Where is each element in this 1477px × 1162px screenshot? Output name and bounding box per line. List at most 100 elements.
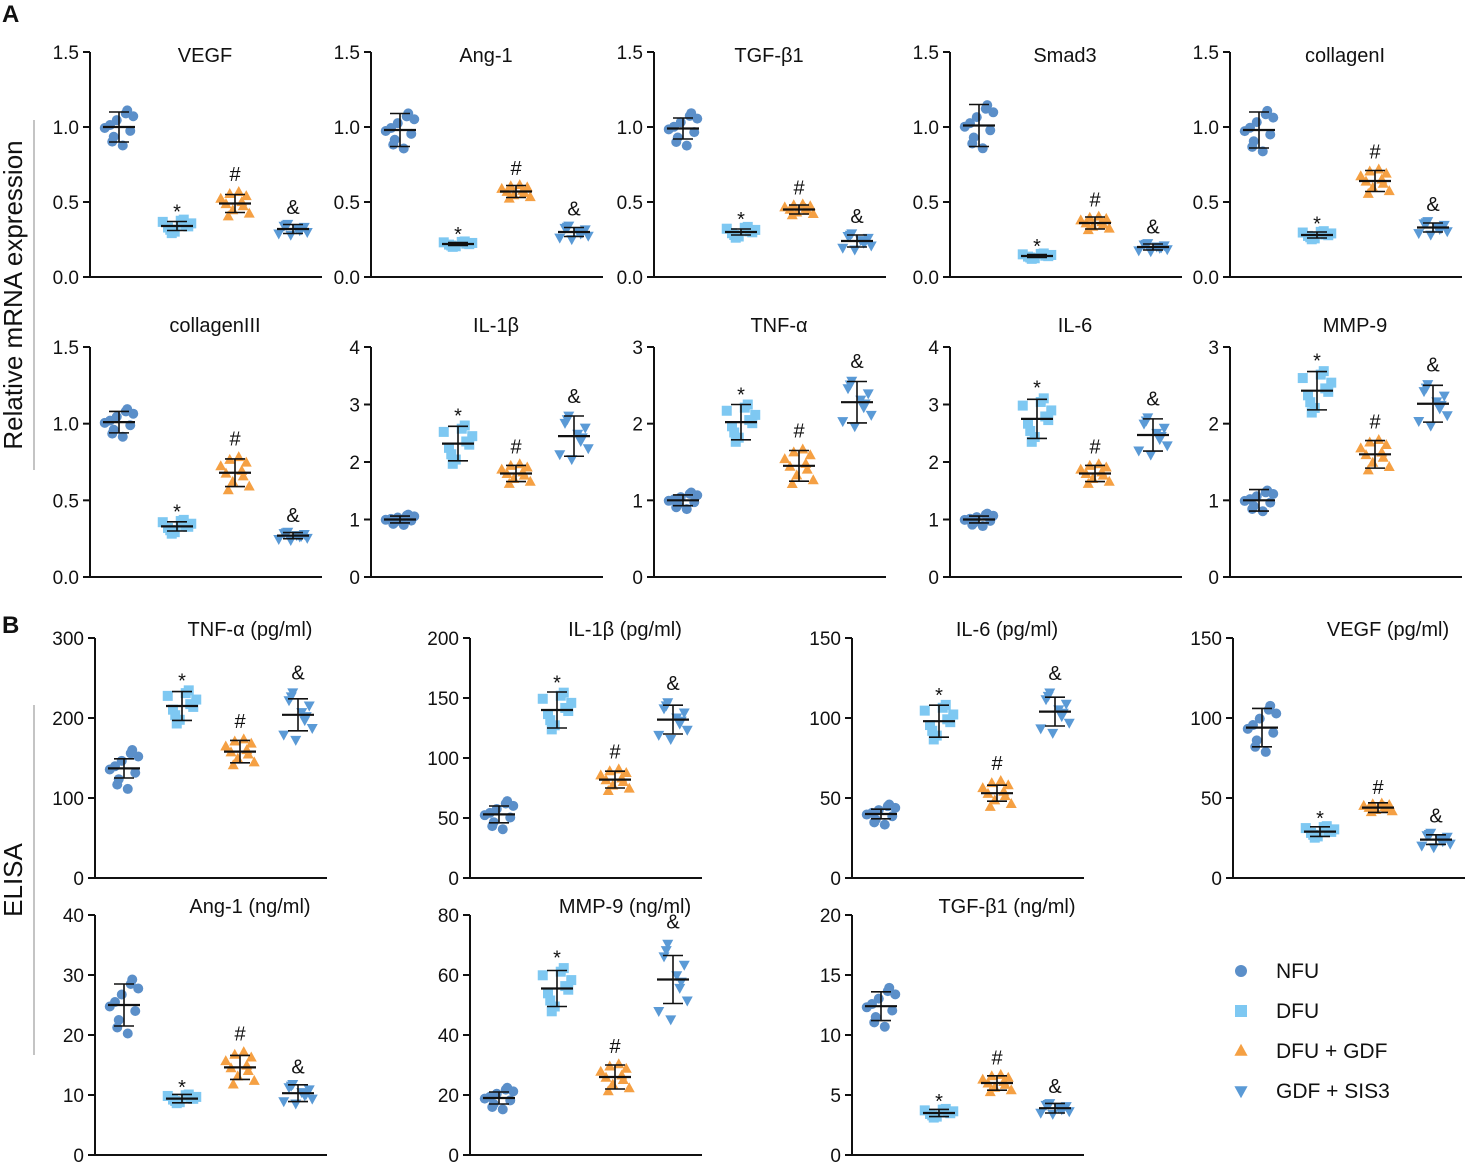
significance-marker: # bbox=[793, 421, 805, 443]
data-point bbox=[220, 740, 232, 751]
data-point bbox=[243, 207, 255, 218]
data-point bbox=[1260, 109, 1271, 120]
data-point bbox=[240, 190, 252, 201]
data-point bbox=[303, 1085, 315, 1096]
group-dfu-gdf: # bbox=[1355, 411, 1395, 475]
data-point bbox=[561, 415, 573, 426]
data-point bbox=[116, 989, 127, 1000]
data-point bbox=[729, 427, 740, 438]
data-point bbox=[112, 779, 123, 790]
data-point bbox=[290, 735, 302, 746]
data-point bbox=[620, 1062, 632, 1073]
data-point bbox=[1056, 712, 1068, 723]
data-point bbox=[779, 453, 791, 464]
data-point bbox=[1082, 477, 1094, 488]
group-gdf-sis3: & bbox=[653, 673, 693, 745]
data-point bbox=[849, 422, 861, 433]
data-point bbox=[111, 411, 122, 422]
data-point bbox=[117, 140, 128, 151]
group-nfu bbox=[1239, 485, 1279, 517]
data-point bbox=[575, 436, 587, 447]
group-nfu bbox=[861, 799, 901, 830]
data-point bbox=[168, 704, 178, 715]
data-point bbox=[157, 517, 168, 528]
data-point bbox=[240, 456, 252, 467]
data-point bbox=[157, 216, 168, 227]
data-point bbox=[191, 694, 202, 705]
data-point bbox=[1438, 391, 1450, 402]
significance-marker: # bbox=[1369, 142, 1381, 164]
data-point bbox=[967, 519, 978, 530]
y-tick-label: 200 bbox=[52, 709, 84, 730]
y-tick-label: 1.5 bbox=[617, 43, 643, 64]
data-point bbox=[133, 983, 144, 994]
data-point bbox=[1265, 129, 1276, 140]
data-point bbox=[1100, 461, 1112, 472]
group-nfu bbox=[104, 974, 144, 1039]
data-point bbox=[128, 111, 139, 122]
data-point bbox=[467, 431, 478, 442]
data-point bbox=[927, 725, 938, 736]
group-dfu-gdf: # bbox=[595, 742, 635, 795]
group-gdf-sis3: & bbox=[273, 197, 313, 241]
data-point bbox=[678, 960, 690, 971]
group-dfu: * bbox=[1297, 214, 1337, 245]
data-point bbox=[665, 1015, 677, 1026]
data-point bbox=[1046, 405, 1057, 416]
data-point bbox=[985, 125, 996, 136]
significance-marker: # bbox=[234, 1023, 246, 1045]
data-point bbox=[125, 125, 136, 136]
data-point bbox=[1323, 386, 1334, 397]
y-tick-label: 0 bbox=[928, 568, 939, 589]
data-point bbox=[222, 210, 234, 221]
data-point bbox=[120, 108, 131, 119]
y-tick-label: 1 bbox=[632, 491, 643, 512]
y-tick-label: 80 bbox=[438, 906, 459, 927]
data-point bbox=[977, 1073, 989, 1084]
data-point bbox=[508, 1086, 519, 1097]
data-point bbox=[1043, 415, 1054, 426]
data-point bbox=[1005, 1084, 1017, 1095]
group-nfu bbox=[959, 508, 999, 532]
data-point bbox=[125, 748, 136, 759]
data-point bbox=[238, 1046, 250, 1057]
y-tick-label: 30 bbox=[63, 966, 84, 987]
group-dfu-gdf: # bbox=[215, 428, 255, 495]
y-tick-label: 0 bbox=[632, 568, 643, 589]
data-point bbox=[1154, 435, 1166, 446]
data-point bbox=[130, 767, 141, 778]
data-point bbox=[117, 431, 128, 442]
data-point bbox=[566, 697, 577, 708]
data-point bbox=[721, 223, 732, 234]
data-point bbox=[303, 701, 315, 712]
y-tick-label: 0.0 bbox=[53, 268, 79, 289]
significance-marker: # bbox=[1089, 190, 1101, 212]
data-point bbox=[1271, 708, 1282, 719]
data-point bbox=[220, 1055, 232, 1066]
data-point bbox=[1383, 460, 1395, 471]
data-point bbox=[128, 408, 139, 419]
significance-marker: * bbox=[454, 405, 462, 427]
data-point bbox=[563, 984, 574, 995]
data-point bbox=[1002, 1071, 1014, 1082]
data-point bbox=[837, 243, 849, 254]
y-axis-label-elisa: ELISA bbox=[0, 842, 28, 916]
data-point bbox=[1364, 436, 1376, 447]
group-gdf-sis3: & bbox=[1133, 388, 1173, 461]
significance-marker: & bbox=[291, 662, 305, 684]
data-point bbox=[750, 409, 761, 420]
y-tick-label: 5 bbox=[830, 1086, 841, 1107]
legend-item-dfu: DFU bbox=[1235, 1000, 1319, 1023]
data-point bbox=[858, 403, 870, 414]
data-point bbox=[1017, 249, 1028, 260]
group-dfu-gdf: # bbox=[1355, 142, 1395, 198]
data-point bbox=[446, 449, 457, 460]
significance-marker: # bbox=[1089, 437, 1101, 459]
significance-marker: & bbox=[567, 199, 581, 221]
group-dfu: * bbox=[1017, 236, 1057, 264]
chart-title: IL-1β (pg/ml) bbox=[568, 619, 682, 641]
significance-marker: # bbox=[510, 158, 522, 180]
significance-marker: * bbox=[737, 384, 745, 406]
group-nfu bbox=[380, 509, 420, 530]
data-point bbox=[459, 236, 470, 247]
